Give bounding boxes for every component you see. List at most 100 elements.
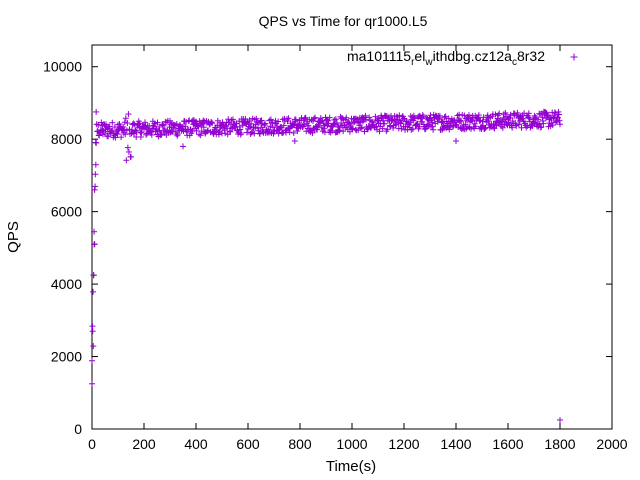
data-point: [237, 126, 244, 133]
y-axis-label: QPS: [5, 221, 22, 253]
data-point: [346, 128, 353, 135]
data-point: [441, 114, 448, 121]
data-point: [376, 128, 383, 135]
data-point: [325, 120, 332, 127]
data-point: [90, 343, 97, 350]
legend-label-subscript: w: [424, 57, 433, 68]
data-point: [472, 123, 479, 130]
data-point: [118, 134, 125, 141]
data-point: [275, 130, 282, 137]
x-tick-label: 1400: [440, 436, 471, 452]
y-tick-label: 2000: [51, 349, 82, 365]
data-point: [420, 113, 427, 120]
data-point: [338, 120, 345, 127]
data-point: [90, 272, 97, 279]
data-point: [128, 153, 134, 160]
x-tick-label: 400: [184, 436, 208, 452]
data-point: [123, 157, 130, 164]
data-point: [438, 119, 445, 126]
data-point: [446, 123, 453, 130]
data-point: [509, 124, 516, 131]
data-point: [282, 129, 289, 136]
data-point: [455, 123, 462, 130]
data-point: [246, 117, 253, 124]
data-point: [549, 122, 556, 129]
data-point: [258, 117, 265, 124]
data-point: [126, 126, 133, 133]
data-point: [255, 127, 262, 134]
data-point-outlier: [557, 416, 563, 423]
data-point: [471, 120, 478, 127]
data-point: [182, 123, 189, 130]
data-point: [269, 124, 276, 131]
data-point: [284, 118, 291, 125]
data-point: [222, 130, 229, 137]
data-point: [326, 114, 333, 121]
data-point: [275, 118, 282, 125]
data-point: [198, 128, 205, 135]
data-point: [419, 112, 426, 119]
data-point: [540, 120, 547, 127]
legend-marker: [570, 53, 578, 61]
data-point: [544, 112, 550, 119]
data-point: [340, 128, 347, 135]
data-point: [357, 119, 364, 126]
x-tick-label: 200: [132, 436, 156, 452]
data-point: [513, 122, 520, 129]
data-point: [229, 116, 236, 123]
data-point: [260, 128, 267, 135]
data-point: [446, 126, 453, 133]
data-point: [89, 328, 96, 335]
data-point: [292, 116, 299, 123]
data-point: [525, 114, 532, 121]
data-point: [236, 123, 243, 130]
data-point: [315, 122, 322, 129]
data-point-outlier: [453, 138, 459, 144]
data-point: [156, 123, 163, 130]
data-point: [215, 131, 222, 138]
data-point: [141, 126, 147, 133]
data-point: [526, 115, 533, 122]
legend: ma101115relwithdbg.cz12ac8r32: [347, 48, 578, 68]
data-point: [271, 128, 277, 135]
data-point: [479, 118, 486, 125]
data-point: [376, 117, 383, 124]
data-point: [496, 110, 503, 117]
data-point: [280, 122, 287, 129]
data-point: [136, 124, 143, 131]
data-point: [349, 125, 355, 132]
data-point: [552, 110, 559, 117]
data-point: [442, 113, 449, 120]
data-point: [309, 129, 316, 136]
data-point: [457, 117, 464, 124]
data-point: [535, 116, 542, 123]
data-point: [367, 125, 374, 132]
data-point: [97, 126, 104, 133]
data-point: [125, 148, 132, 155]
data-point: [301, 115, 308, 122]
data-point: [301, 121, 308, 128]
data-point: [556, 117, 563, 124]
data-point: [422, 126, 429, 133]
data-point: [378, 114, 385, 121]
data-point: [466, 112, 472, 119]
data-point: [89, 323, 96, 330]
legend-label-subscript: r: [411, 57, 415, 68]
data-point: [267, 123, 274, 130]
data-point: [92, 161, 99, 168]
data-point: [131, 130, 138, 137]
data-point: [197, 132, 204, 139]
data-point: [411, 115, 418, 122]
data-point: [267, 116, 274, 123]
legend-label-part: 8r32: [517, 48, 545, 64]
data-point: [485, 117, 492, 124]
data-point: [325, 117, 332, 124]
y-tick-label: 10000: [43, 59, 82, 75]
data-point: [252, 124, 259, 131]
data-point: [555, 108, 562, 115]
data-point: [336, 127, 343, 134]
plot-frame: [91, 44, 613, 430]
data-point: [557, 121, 563, 128]
legend-label-part: ma101115: [347, 48, 411, 64]
